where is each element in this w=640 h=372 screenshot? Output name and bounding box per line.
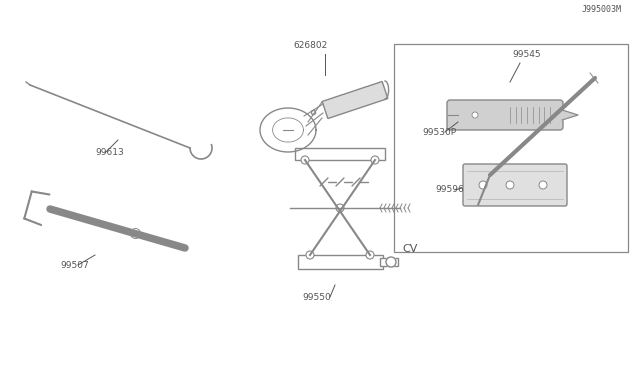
Text: 99507: 99507	[60, 261, 89, 270]
Circle shape	[336, 204, 344, 212]
Polygon shape	[322, 81, 388, 119]
Circle shape	[488, 169, 496, 177]
Circle shape	[371, 156, 379, 164]
Circle shape	[301, 156, 309, 164]
Text: 99530P: 99530P	[422, 128, 456, 137]
Circle shape	[479, 181, 487, 189]
Text: 99550: 99550	[303, 293, 332, 302]
Circle shape	[386, 257, 396, 267]
Text: J995003M: J995003M	[582, 5, 622, 14]
Text: 99545: 99545	[513, 50, 541, 59]
Circle shape	[131, 228, 141, 238]
Circle shape	[472, 112, 478, 118]
Text: 99596: 99596	[435, 185, 464, 194]
Text: CV: CV	[402, 244, 417, 254]
Bar	[298, 255, 383, 269]
Bar	[295, 148, 385, 160]
Bar	[394, 44, 628, 252]
Circle shape	[506, 181, 514, 189]
Circle shape	[306, 251, 314, 259]
Polygon shape	[562, 110, 578, 120]
Circle shape	[366, 251, 374, 259]
FancyBboxPatch shape	[463, 164, 567, 206]
Circle shape	[469, 204, 487, 222]
Circle shape	[539, 181, 547, 189]
Bar	[380, 258, 398, 266]
Text: 99613: 99613	[95, 148, 124, 157]
Text: 626802: 626802	[293, 41, 327, 50]
FancyBboxPatch shape	[447, 100, 563, 130]
